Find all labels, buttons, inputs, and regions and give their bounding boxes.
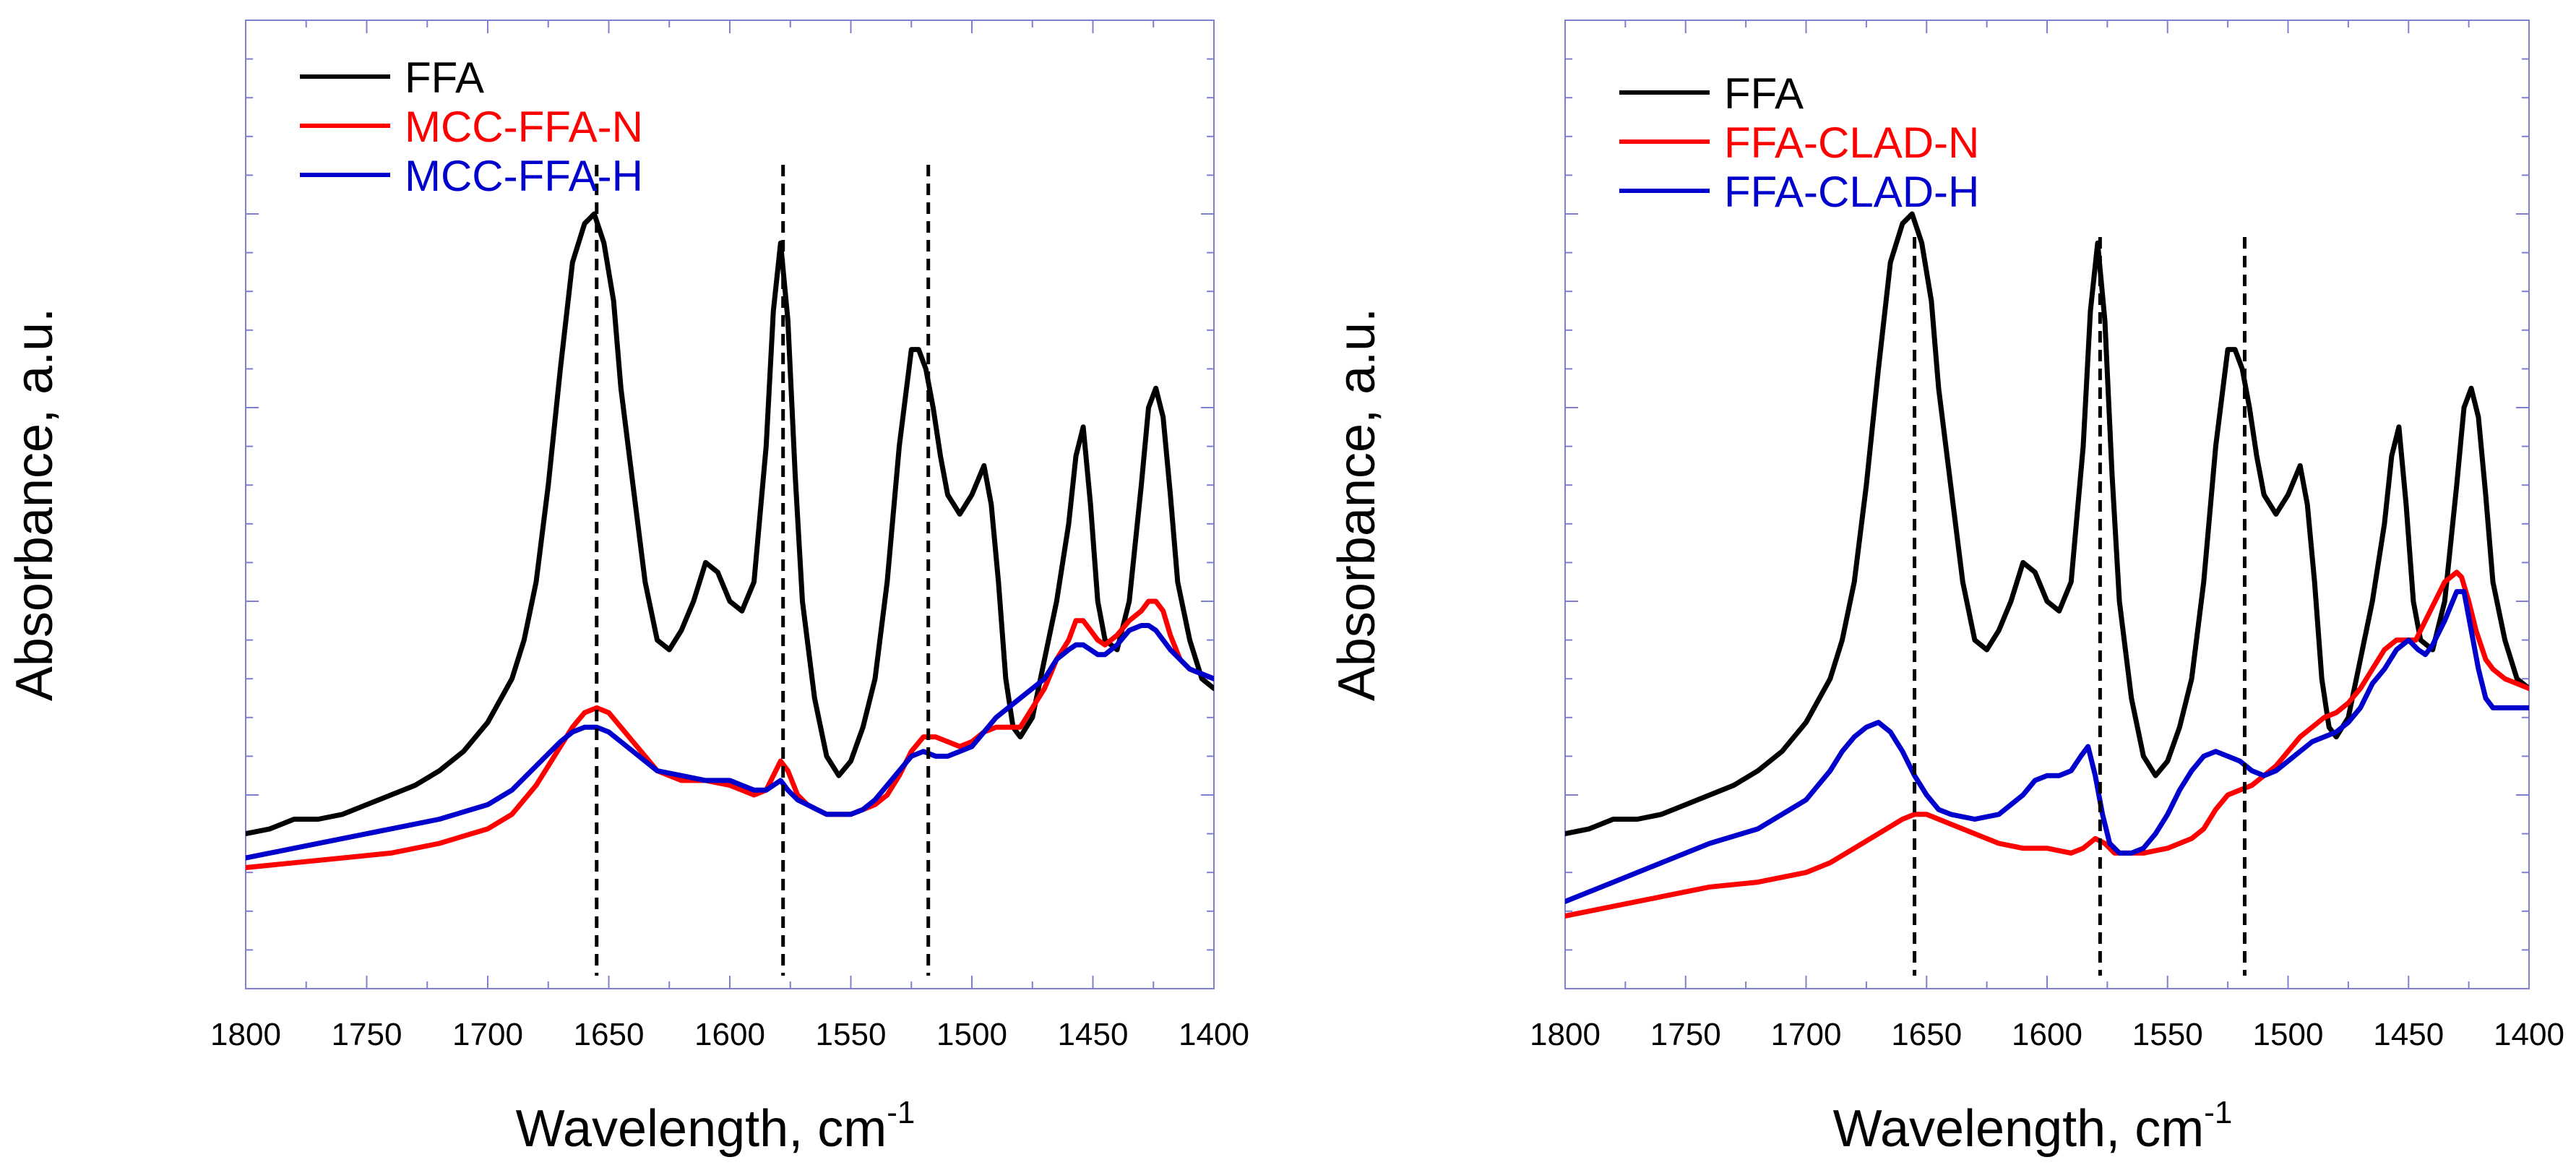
- legend-label: MCC-FFA-N: [405, 103, 643, 151]
- x-tick-label: 1650: [1891, 1017, 1962, 1052]
- axis-ticks: [1564, 20, 2530, 989]
- x-tick-label: 1550: [816, 1017, 887, 1052]
- legend-label: FFA: [1724, 69, 1804, 118]
- x-axis-title-text: Wavelength, cm: [1833, 1100, 2205, 1158]
- legend-label: FFA-CLAD-N: [1724, 119, 1979, 167]
- x-tick-label: 1800: [1530, 1017, 1601, 1052]
- x-tick-label: 1600: [694, 1017, 765, 1052]
- x-tick-label: 1450: [2373, 1017, 2444, 1052]
- x-axis-title-superscript: -1: [887, 1095, 915, 1130]
- legend-label: FFA: [405, 53, 484, 102]
- x-tick-label: 1650: [574, 1017, 645, 1052]
- x-axis-title: Wavelength, cm-1: [1833, 1095, 2233, 1158]
- series-line-ffa: [1565, 211, 2529, 837]
- series-group: [1565, 211, 2529, 919]
- y-axis-title: Absorbance, a.u.: [1328, 308, 1386, 701]
- x-tick-label: 1700: [1771, 1017, 1842, 1052]
- legend-label: MCC-FFA-H: [405, 152, 643, 200]
- axis-ticks: [245, 20, 1215, 989]
- x-axis-title-text: Wavelength, cm: [516, 1100, 887, 1158]
- x-tick-label: 1450: [1058, 1017, 1129, 1052]
- x-tick-label: 1500: [2253, 1017, 2324, 1052]
- series-group: [246, 211, 1214, 870]
- x-axis-title: Wavelength, cm-1: [516, 1095, 916, 1158]
- x-tick-label: 1750: [332, 1017, 402, 1052]
- legend-label: FFA-CLAD-H: [1724, 168, 1979, 216]
- series-line-ffa-clad-h: [1565, 589, 2529, 904]
- x-tick-label: 1400: [1179, 1017, 1249, 1052]
- x-tick-label: 1500: [936, 1017, 1007, 1052]
- x-tick-label: 1800: [210, 1017, 281, 1052]
- x-tick-label: 1550: [2132, 1017, 2203, 1052]
- series-line-mcc-ffa-h: [246, 623, 1214, 861]
- chart-panel-1: 1800 1750 1700 1650 1600 1550 1500 1450 1400 Wave…: [6, 20, 1249, 1158]
- series-line-ffa: [246, 211, 1214, 837]
- y-axis-title: Absorbance, a.u.: [6, 308, 64, 701]
- x-tick-label: 1400: [2494, 1017, 2564, 1052]
- x-tick-label: 1600: [2012, 1017, 2082, 1052]
- chart-panel-2: 1800 1750 1700 1650 1600 1550 1500 1450 1400 Wave…: [1328, 20, 2564, 1158]
- series-line-ffa-clad-n: [1565, 569, 2529, 919]
- x-tick-label: 1750: [1650, 1017, 1721, 1052]
- x-axis-title-superscript: -1: [2204, 1095, 2232, 1130]
- x-tick-label: 1700: [452, 1017, 523, 1052]
